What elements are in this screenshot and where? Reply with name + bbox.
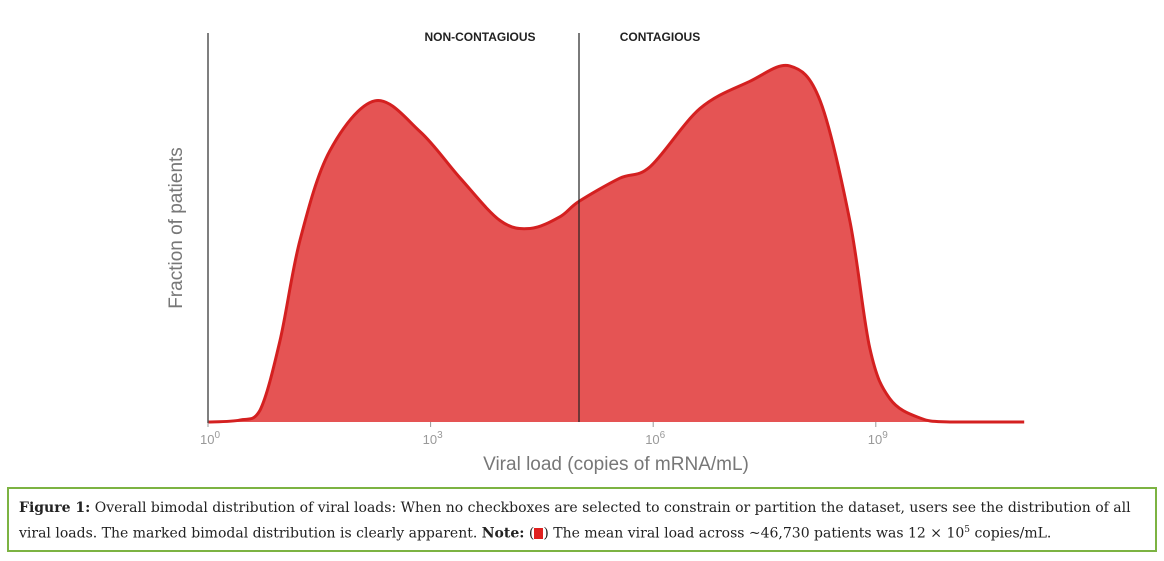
x-tick-exponent: 3 (437, 430, 443, 441)
x-tick-base: 10 (200, 432, 214, 447)
y-axis-label: Fraction of patients (166, 147, 187, 309)
x-tick-exponent: 0 (214, 430, 220, 441)
caption-note-tail: copies/mL. (974, 525, 1052, 542)
caption-text: Overall bimodal distribution of viral lo… (19, 500, 1131, 542)
x-tick-exponent: 9 (882, 430, 888, 441)
x-tick-base: 10 (868, 432, 882, 447)
x-tick-label: 106 (645, 430, 665, 447)
figure-caption: Figure 1: Overall bimodal distribution o… (7, 487, 1157, 552)
region-label-non-contagious: NON-CONTAGIOUS (424, 30, 535, 44)
distribution-line (207, 63, 1025, 424)
paren-open: ( (528, 525, 535, 542)
x-tick-label: 100 (200, 430, 220, 447)
caption-note-exp: 5 (964, 525, 970, 535)
caption-label: Figure 1: (19, 500, 91, 516)
x-axis-label: Viral load (copies of mRNA/mL) (483, 454, 749, 475)
caption-note-text: The mean viral load across ~46,730 patie… (553, 525, 965, 542)
viral-load-chart: 100 103 106 109 Fraction of patients Viral … (166, 30, 1025, 475)
x-tick-exponent: 6 (660, 430, 666, 441)
distribution-area (208, 65, 1025, 422)
region-label-contagious: CONTAGIOUS (620, 30, 700, 44)
red-marker-icon (534, 527, 544, 539)
x-tick-base: 10 (423, 432, 437, 447)
x-tick-label: 109 (868, 430, 888, 447)
caption-note-label: Note: (481, 525, 525, 542)
paren-close: ) (543, 525, 549, 542)
x-tick-base: 10 (645, 432, 659, 447)
x-tick-label: 103 (423, 430, 443, 447)
